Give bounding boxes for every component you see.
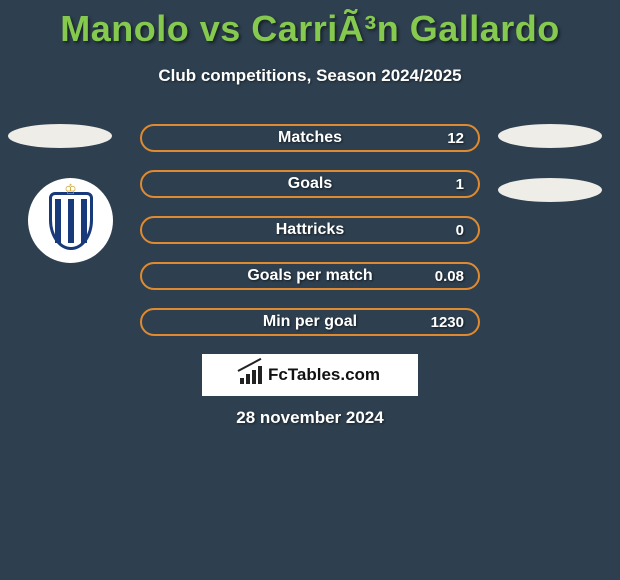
stats-table: Matches 12 Goals 1 Hattricks 0 Goals per…	[140, 124, 480, 354]
stat-row: Goals per match 0.08	[140, 262, 480, 290]
stat-value: 0.08	[435, 268, 464, 285]
stat-value: 1	[456, 176, 464, 193]
stat-label: Goals	[288, 175, 332, 193]
comparison-subtitle: Club competitions, Season 2024/2025	[0, 66, 620, 86]
stat-value: 1230	[431, 314, 464, 331]
comparison-date: 28 november 2024	[0, 408, 620, 428]
stat-label: Matches	[278, 129, 342, 147]
bar-chart-icon	[240, 366, 262, 384]
stat-row: Hattricks 0	[140, 216, 480, 244]
stat-value: 0	[456, 222, 464, 239]
stat-row: Min per goal 1230	[140, 308, 480, 336]
brand-text: FcTables.com	[268, 365, 380, 385]
stat-label: Goals per match	[247, 267, 372, 285]
stat-label: Hattricks	[276, 221, 344, 239]
player-right-placeholder-1	[498, 124, 602, 148]
club-shield-icon: ♔	[49, 192, 93, 250]
stat-row: Goals 1	[140, 170, 480, 198]
player-right-placeholder-2	[498, 178, 602, 202]
stat-value: 12	[447, 130, 464, 147]
club-badge-left: ♔	[28, 178, 113, 263]
player-left-placeholder	[8, 124, 112, 148]
stat-row: Matches 12	[140, 124, 480, 152]
brand-watermark: FcTables.com	[202, 354, 418, 396]
comparison-title: Manolo vs CarriÃ³n Gallardo	[0, 0, 620, 50]
stat-label: Min per goal	[263, 313, 357, 331]
crown-icon: ♔	[64, 181, 77, 198]
